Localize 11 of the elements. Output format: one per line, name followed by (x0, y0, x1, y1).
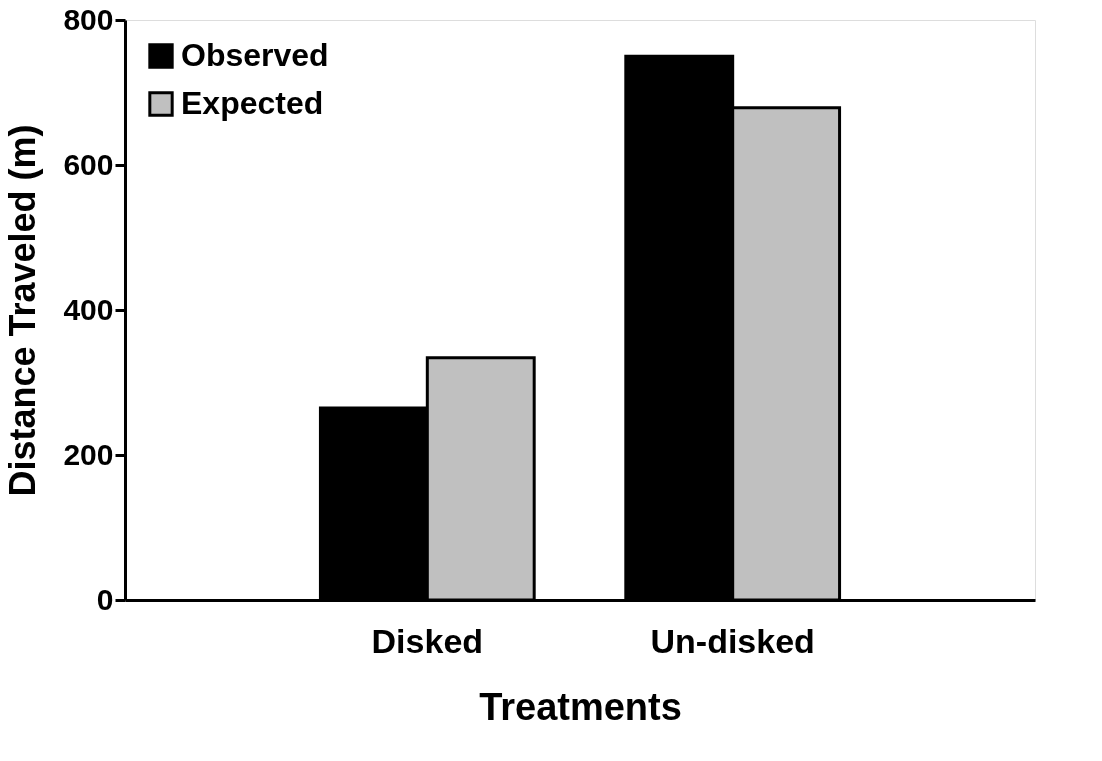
y-tick-label: 800 (63, 2, 114, 36)
x-axis-title: Treatments (479, 685, 682, 728)
legend-label: Observed (181, 37, 329, 73)
y-tick-label: 400 (63, 292, 114, 326)
x-tick-label: Un-disked (650, 621, 815, 660)
y-tick-label: 0 (96, 582, 114, 616)
x-tick-label: Disked (371, 621, 484, 660)
y-tick-label: 600 (63, 147, 114, 181)
y-tick-label: 200 (63, 437, 114, 471)
y-axis-title: Distance Traveled (m) (2, 124, 44, 497)
legend-label: Expected (181, 85, 324, 121)
